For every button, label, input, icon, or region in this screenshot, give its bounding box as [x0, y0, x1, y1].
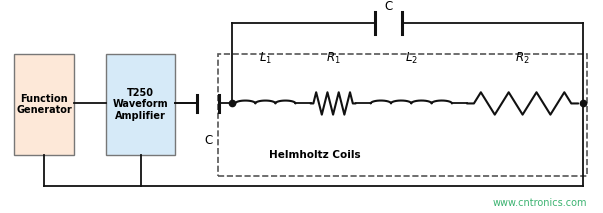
Bar: [218, 54, 587, 176]
Bar: [14, 54, 74, 155]
Text: $L_2$: $L_2$: [405, 51, 418, 66]
Text: Helmholtz Coils: Helmholtz Coils: [269, 150, 361, 160]
Text: $R_1$: $R_1$: [326, 51, 341, 66]
Text: $L_1$: $L_1$: [259, 51, 272, 66]
Text: C: C: [204, 134, 212, 147]
Text: T250
Waveform
Amplifier: T250 Waveform Amplifier: [113, 88, 168, 121]
Bar: [106, 54, 175, 155]
Text: $R_2$: $R_2$: [516, 51, 530, 66]
Text: C: C: [385, 0, 393, 13]
Text: www.cntronics.com: www.cntronics.com: [493, 198, 587, 208]
Text: Function
Generator: Function Generator: [16, 94, 72, 115]
